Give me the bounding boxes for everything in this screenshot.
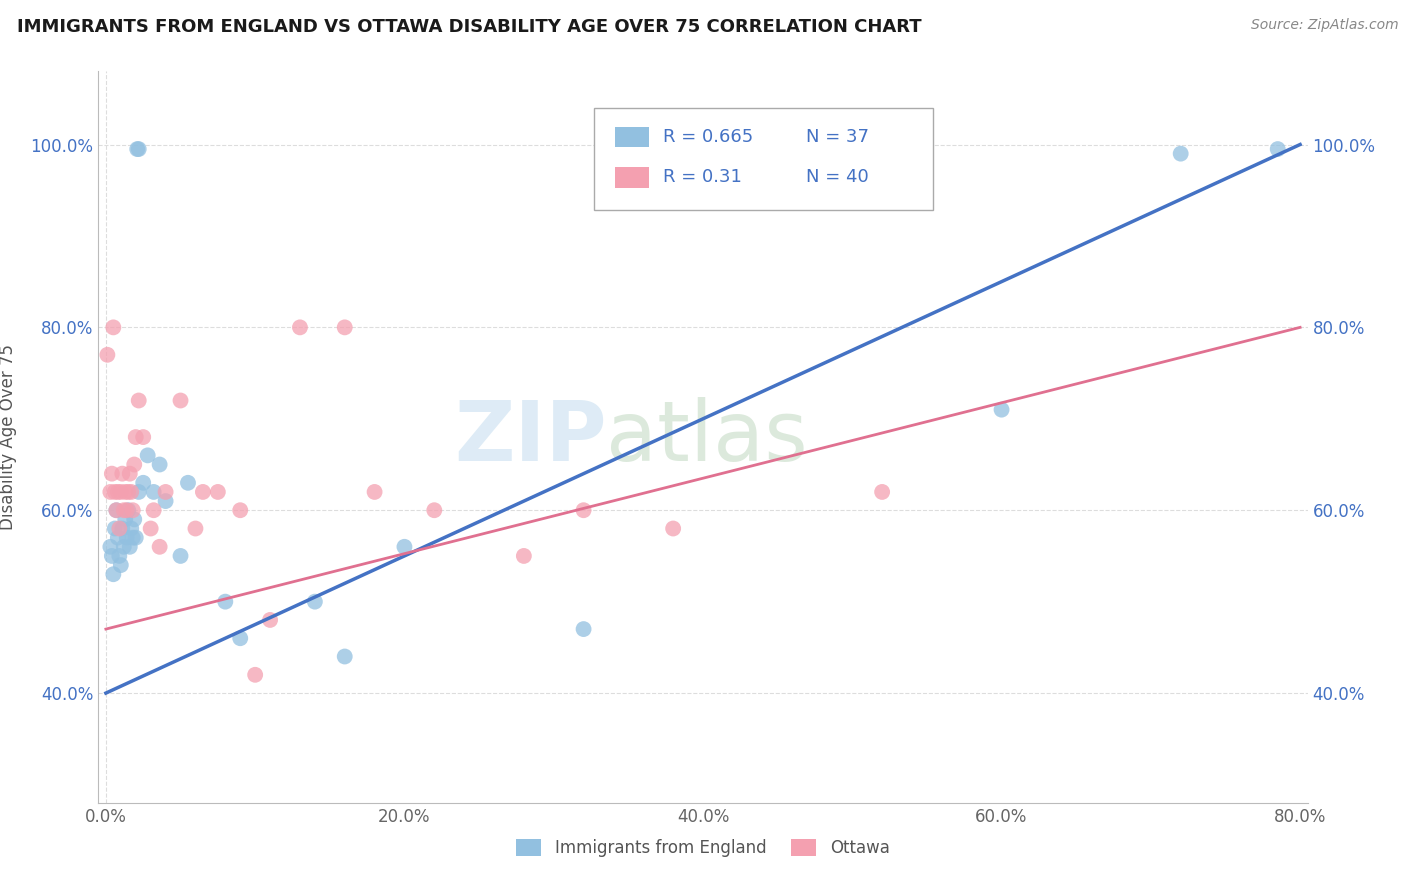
Bar	[614, 127, 648, 147]
Point	[1170, 146, 1192, 161]
Point	[572, 622, 595, 636]
Point	[118, 467, 141, 481]
Point	[110, 485, 132, 500]
Point	[111, 467, 134, 481]
Point	[112, 503, 135, 517]
Y-axis label: Disability Age Over 75: Disability Age Over 75	[0, 344, 17, 530]
Point	[117, 485, 139, 500]
Point	[214, 594, 236, 608]
Point	[127, 142, 149, 156]
Text: Source: ZipAtlas.com: Source: ZipAtlas.com	[1251, 18, 1399, 32]
Point	[132, 475, 155, 490]
Point	[304, 594, 326, 608]
Text: atlas: atlas	[606, 397, 808, 477]
Point	[108, 549, 131, 563]
Point	[207, 485, 229, 500]
Point	[128, 485, 150, 500]
Point	[114, 485, 136, 500]
Point	[105, 503, 128, 517]
Point	[169, 393, 191, 408]
Point	[423, 503, 446, 517]
Point	[117, 503, 139, 517]
Point	[104, 521, 127, 535]
Text: N = 37: N = 37	[806, 128, 869, 146]
Point	[104, 485, 127, 500]
Point	[101, 467, 124, 481]
Point	[513, 549, 536, 563]
Point	[394, 540, 416, 554]
Point	[149, 540, 172, 554]
Point	[114, 512, 136, 526]
Point	[128, 393, 150, 408]
Point	[136, 448, 159, 462]
Point	[243, 667, 266, 681]
Point	[870, 485, 893, 500]
Text: R = 0.665: R = 0.665	[664, 128, 754, 146]
Point	[1267, 142, 1289, 156]
Point	[110, 558, 132, 573]
Point	[122, 458, 145, 472]
Point	[121, 503, 143, 517]
Point	[259, 613, 281, 627]
Point	[229, 632, 252, 646]
Point	[118, 540, 141, 554]
Point	[96, 348, 118, 362]
Point	[103, 320, 125, 334]
Point	[177, 475, 200, 490]
Point	[184, 521, 207, 535]
Point	[169, 549, 191, 563]
Point	[105, 503, 128, 517]
Point	[572, 503, 595, 517]
Point	[155, 485, 177, 500]
Point	[139, 521, 162, 535]
Point	[120, 485, 142, 500]
Text: ZIP: ZIP	[454, 397, 606, 477]
Point	[98, 485, 121, 500]
Text: R = 0.31: R = 0.31	[664, 169, 742, 186]
Point	[128, 142, 150, 156]
Point	[191, 485, 214, 500]
Point	[142, 503, 165, 517]
Legend: Immigrants from England, Ottawa: Immigrants from England, Ottawa	[510, 832, 896, 864]
Point	[125, 430, 148, 444]
Point	[101, 549, 124, 563]
Point	[155, 494, 177, 508]
Point	[125, 531, 148, 545]
Point	[333, 649, 356, 664]
Point	[108, 521, 131, 535]
Point	[662, 521, 685, 535]
Point	[132, 430, 155, 444]
Point	[107, 531, 129, 545]
Point	[122, 512, 145, 526]
Point	[112, 540, 135, 554]
Text: N = 40: N = 40	[806, 169, 869, 186]
Point	[229, 503, 252, 517]
Point	[142, 485, 165, 500]
Point	[149, 458, 172, 472]
Point	[98, 540, 121, 554]
Text: IMMIGRANTS FROM ENGLAND VS OTTAWA DISABILITY AGE OVER 75 CORRELATION CHART: IMMIGRANTS FROM ENGLAND VS OTTAWA DISABI…	[17, 18, 921, 36]
Point	[103, 567, 125, 582]
FancyBboxPatch shape	[595, 108, 932, 211]
Point	[115, 503, 138, 517]
Point	[120, 521, 142, 535]
Bar	[614, 167, 648, 187]
Point	[363, 485, 385, 500]
Point	[288, 320, 311, 334]
Point	[107, 485, 129, 500]
Point	[333, 320, 356, 334]
Point	[990, 402, 1012, 417]
Point	[121, 531, 143, 545]
Point	[115, 531, 138, 545]
Point	[111, 521, 134, 535]
